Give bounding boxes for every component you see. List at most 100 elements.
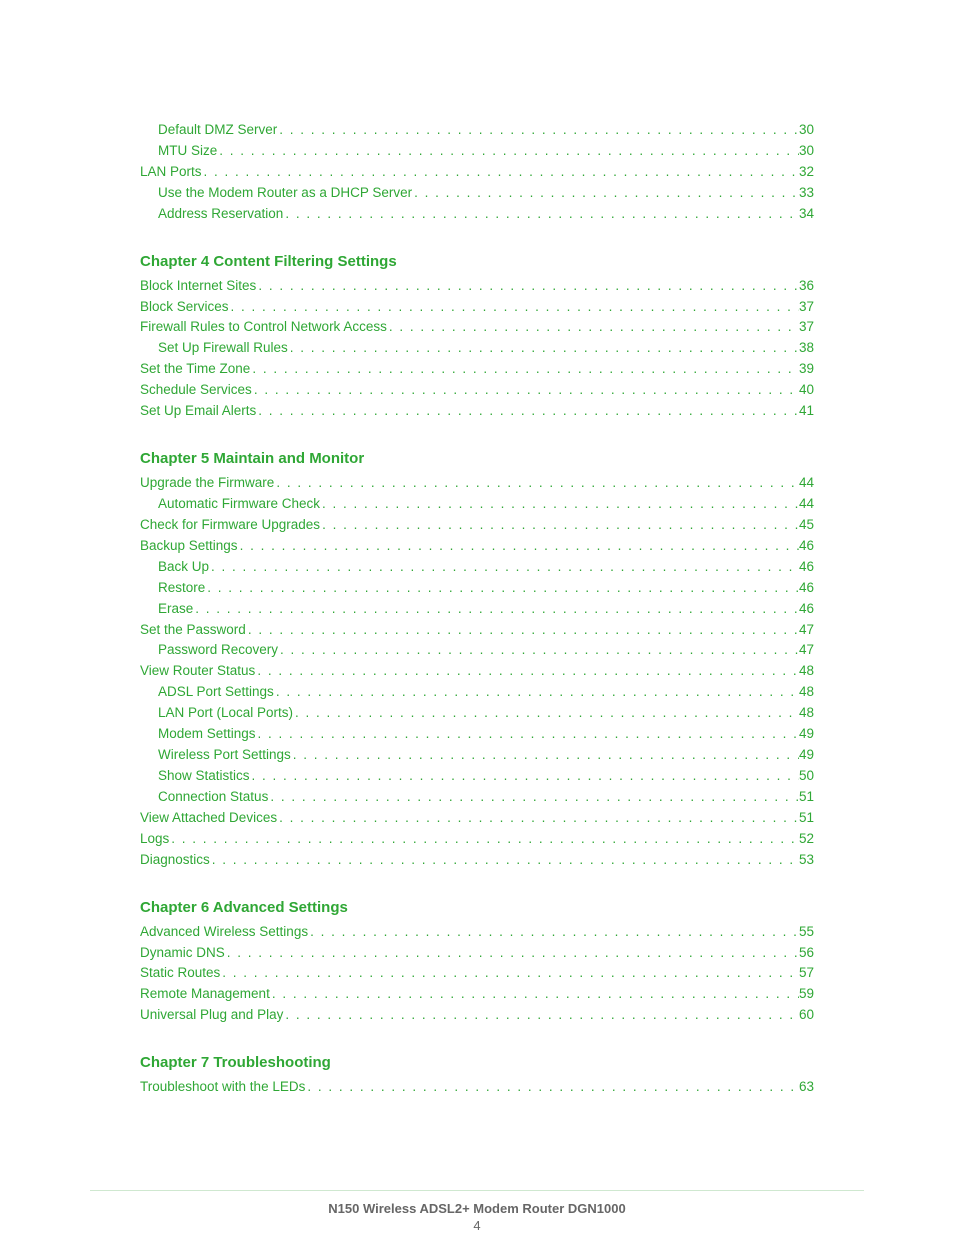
- toc-entry-title: Set Up Firewall Rules: [158, 338, 288, 359]
- toc-entry[interactable]: Troubleshoot with the LEDs . . . . . . .…: [140, 1077, 814, 1098]
- toc-entry[interactable]: Universal Plug and Play . . . . . . . . …: [140, 1005, 814, 1026]
- toc-entry[interactable]: Address Reservation . . . . . . . . . . …: [140, 204, 814, 225]
- toc-entry[interactable]: Back Up . . . . . . . . . . . . . . . . …: [140, 557, 814, 578]
- toc-leader-dots: . . . . . . . . . . . . . . . . . . . . …: [205, 578, 799, 599]
- toc-leader-dots: . . . . . . . . . . . . . . . . . . . . …: [210, 850, 799, 871]
- toc-entry[interactable]: Set the Password . . . . . . . . . . . .…: [140, 620, 814, 641]
- toc-leader-dots: . . . . . . . . . . . . . . . . . . . . …: [270, 984, 799, 1005]
- toc-entry-title: Automatic Firmware Check: [158, 494, 320, 515]
- toc-leader-dots: . . . . . . . . . . . . . . . . . . . . …: [250, 359, 799, 380]
- toc-entry[interactable]: Use the Modem Router as a DHCP Server . …: [140, 183, 814, 204]
- toc-container: Default DMZ Server . . . . . . . . . . .…: [140, 120, 814, 1098]
- chapter-block: Default DMZ Server . . . . . . . . . . .…: [140, 120, 814, 225]
- toc-entry-title: Upgrade the Firmware: [140, 473, 274, 494]
- toc-entry[interactable]: Set Up Firewall Rules . . . . . . . . . …: [140, 338, 814, 359]
- toc-entry[interactable]: Schedule Services . . . . . . . . . . . …: [140, 380, 814, 401]
- toc-leader-dots: . . . . . . . . . . . . . . . . . . . . …: [274, 682, 799, 703]
- toc-entry-page: 47: [799, 640, 814, 661]
- toc-entry[interactable]: Wireless Port Settings . . . . . . . . .…: [140, 745, 814, 766]
- toc-entry[interactable]: Check for Firmware Upgrades . . . . . . …: [140, 515, 814, 536]
- toc-entry[interactable]: Upgrade the Firmware . . . . . . . . . .…: [140, 473, 814, 494]
- chapter-heading[interactable]: Chapter 6 Advanced Settings: [140, 899, 814, 916]
- toc-entry[interactable]: Password Recovery . . . . . . . . . . . …: [140, 640, 814, 661]
- toc-entry-title: Static Routes: [140, 963, 220, 984]
- toc-leader-dots: . . . . . . . . . . . . . . . . . . . . …: [238, 536, 799, 557]
- chapter-heading[interactable]: Chapter 7 Troubleshooting: [140, 1054, 814, 1071]
- toc-entry[interactable]: Set Up Email Alerts . . . . . . . . . . …: [140, 401, 814, 422]
- toc-leader-dots: . . . . . . . . . . . . . . . . . . . . …: [209, 557, 799, 578]
- chapter-block: Chapter 6 Advanced Settings Advanced Wire…: [140, 899, 814, 1027]
- toc-entry-page: 47: [799, 620, 814, 641]
- toc-leader-dots: . . . . . . . . . . . . . . . . . . . . …: [229, 297, 799, 318]
- toc-leader-dots: . . . . . . . . . . . . . . . . . . . . …: [283, 1005, 799, 1026]
- toc-entry[interactable]: Automatic Firmware Check . . . . . . . .…: [140, 494, 814, 515]
- toc-entry-page: 49: [799, 724, 814, 745]
- toc-entry[interactable]: Connection Status . . . . . . . . . . . …: [140, 787, 814, 808]
- toc-entry[interactable]: LAN Port (Local Ports) . . . . . . . . .…: [140, 703, 814, 724]
- toc-entry-title: ADSL Port Settings: [158, 682, 274, 703]
- toc-entry-title: Backup Settings: [140, 536, 238, 557]
- toc-entry-page: 55: [799, 922, 814, 943]
- chapter-block: Chapter 5 Maintain and Monitor Upgrade th…: [140, 450, 814, 871]
- toc-entry[interactable]: Set the Time Zone . . . . . . . . . . . …: [140, 359, 814, 380]
- toc-entry[interactable]: Static Routes . . . . . . . . . . . . . …: [140, 963, 814, 984]
- toc-entry[interactable]: View Router Status . . . . . . . . . . .…: [140, 661, 814, 682]
- toc-entry-page: 56: [799, 943, 814, 964]
- toc-entry[interactable]: Firewall Rules to Control Network Access…: [140, 317, 814, 338]
- toc-entry-page: 51: [799, 808, 814, 829]
- toc-entry[interactable]: Restore . . . . . . . . . . . . . . . . …: [140, 578, 814, 599]
- toc-entry-page: 46: [799, 578, 814, 599]
- toc-leader-dots: . . . . . . . . . . . . . . . . . . . . …: [283, 204, 799, 225]
- toc-entry[interactable]: Modem Settings . . . . . . . . . . . . .…: [140, 724, 814, 745]
- footer-product-name: N150 Wireless ADSL2+ Modem Router DGN100…: [90, 1201, 864, 1216]
- toc-entry-title: Set the Time Zone: [140, 359, 250, 380]
- toc-entry[interactable]: Backup Settings . . . . . . . . . . . . …: [140, 536, 814, 557]
- toc-entry-page: 52: [799, 829, 814, 850]
- toc-entry-title: Back Up: [158, 557, 209, 578]
- toc-entry[interactable]: Remote Management . . . . . . . . . . . …: [140, 984, 814, 1005]
- toc-entry-page: 44: [799, 473, 814, 494]
- toc-entry-page: 57: [799, 963, 814, 984]
- toc-entry-page: 53: [799, 850, 814, 871]
- toc-leader-dots: . . . . . . . . . . . . . . . . . . . . …: [255, 661, 799, 682]
- toc-entry-page: 39: [799, 359, 814, 380]
- chapter-heading[interactable]: Chapter 5 Maintain and Monitor: [140, 450, 814, 467]
- toc-entry-page: 48: [799, 682, 814, 703]
- toc-leader-dots: . . . . . . . . . . . . . . . . . . . . …: [220, 963, 799, 984]
- toc-entry[interactable]: Advanced Wireless Settings . . . . . . .…: [140, 922, 814, 943]
- toc-entry[interactable]: Show Statistics . . . . . . . . . . . . …: [140, 766, 814, 787]
- toc-entry-page: 41: [799, 401, 814, 422]
- toc-entry-title: Connection Status: [158, 787, 268, 808]
- toc-entry[interactable]: View Attached Devices . . . . . . . . . …: [140, 808, 814, 829]
- toc-entry[interactable]: Dynamic DNS . . . . . . . . . . . . . . …: [140, 943, 814, 964]
- toc-entry[interactable]: Block Internet Sites . . . . . . . . . .…: [140, 276, 814, 297]
- toc-leader-dots: . . . . . . . . . . . . . . . . . . . . …: [193, 599, 799, 620]
- toc-leader-dots: . . . . . . . . . . . . . . . . . . . . …: [293, 703, 799, 724]
- toc-leader-dots: . . . . . . . . . . . . . . . . . . . . …: [256, 276, 799, 297]
- toc-entry[interactable]: Block Services . . . . . . . . . . . . .…: [140, 297, 814, 318]
- toc-entry[interactable]: MTU Size . . . . . . . . . . . . . . . .…: [140, 141, 814, 162]
- toc-leader-dots: . . . . . . . . . . . . . . . . . . . . …: [169, 829, 799, 850]
- toc-entry[interactable]: Default DMZ Server . . . . . . . . . . .…: [140, 120, 814, 141]
- toc-entry-title: Troubleshoot with the LEDs: [140, 1077, 305, 1098]
- toc-leader-dots: . . . . . . . . . . . . . . . . . . . . …: [320, 494, 799, 515]
- toc-entry-page: 49: [799, 745, 814, 766]
- toc-entry-page: 40: [799, 380, 814, 401]
- chapter-block: Chapter 7 Troubleshooting Troubleshoot wi…: [140, 1054, 814, 1098]
- toc-entry[interactable]: Diagnostics . . . . . . . . . . . . . . …: [140, 850, 814, 871]
- toc-entry[interactable]: ADSL Port Settings . . . . . . . . . . .…: [140, 682, 814, 703]
- toc-entry-title: Remote Management: [140, 984, 270, 1005]
- toc-leader-dots: . . . . . . . . . . . . . . . . . . . . …: [202, 162, 799, 183]
- toc-leader-dots: . . . . . . . . . . . . . . . . . . . . …: [268, 787, 799, 808]
- toc-entry-title: Advanced Wireless Settings: [140, 922, 308, 943]
- toc-entry[interactable]: LAN Ports . . . . . . . . . . . . . . . …: [140, 162, 814, 183]
- toc-entry-title: Block Internet Sites: [140, 276, 256, 297]
- toc-entry-title: Set Up Email Alerts: [140, 401, 256, 422]
- toc-entry[interactable]: Erase . . . . . . . . . . . . . . . . . …: [140, 599, 814, 620]
- toc-entry-title: Use the Modem Router as a DHCP Server: [158, 183, 412, 204]
- toc-entry-page: 48: [799, 661, 814, 682]
- toc-entry[interactable]: Logs . . . . . . . . . . . . . . . . . .…: [140, 829, 814, 850]
- chapter-heading[interactable]: Chapter 4 Content Filtering Settings: [140, 253, 814, 270]
- toc-leader-dots: . . . . . . . . . . . . . . . . . . . . …: [217, 141, 799, 162]
- toc-entry-title: Erase: [158, 599, 193, 620]
